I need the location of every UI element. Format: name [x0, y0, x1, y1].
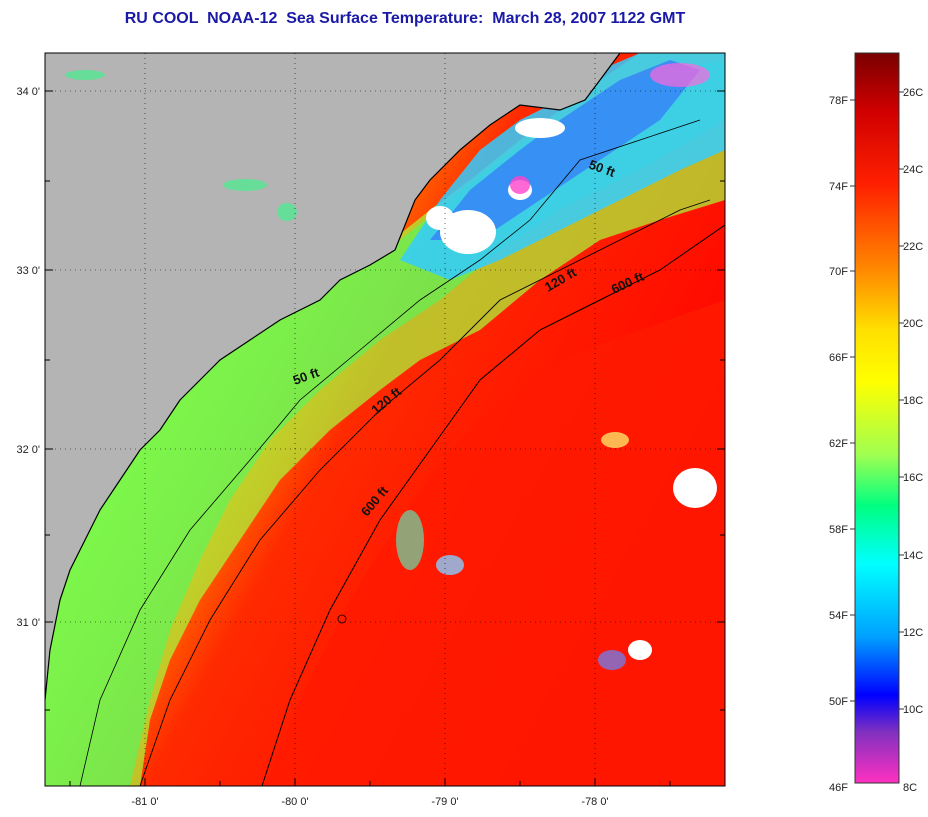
colorbar-c-label: 12C — [903, 627, 923, 639]
colorbar-f-label: 66F — [829, 352, 848, 364]
colorbar-c-label: 18C — [903, 395, 923, 407]
colorbar-f-label: 58F — [829, 524, 848, 536]
colorbar-c-label: 8C — [903, 782, 917, 794]
coastline — [45, 53, 621, 701]
colorbar-c-label: 26C — [903, 87, 923, 99]
colorbar-f-label: 74F — [829, 181, 848, 193]
axis-ticks — [45, 90, 725, 786]
colorbar-c-label: 16C — [903, 472, 923, 484]
lon-label: -79 0' — [431, 796, 458, 808]
lat-label: 34 0' — [16, 86, 40, 98]
cloud-patch — [673, 468, 717, 508]
lon-label: -81 0' — [131, 796, 158, 808]
lake — [277, 203, 297, 221]
colorbar-c-label: 24C — [903, 164, 923, 176]
colorbar-c-label: 10C — [903, 704, 923, 716]
colorbar-f-label: 62F — [829, 438, 848, 450]
colorbar-f-labels: 78F 74F 70F 66F 62F 58F 54F 50F 46F — [829, 95, 848, 794]
lake — [223, 179, 267, 191]
colorbar-c-label: 14C — [903, 550, 923, 562]
contour-120ft — [139, 199, 711, 786]
lon-label: -80 0' — [281, 796, 308, 808]
shelf-water — [45, 53, 725, 786]
cloud-patch — [426, 206, 454, 230]
lake — [65, 70, 105, 80]
colorbar-ticks — [850, 91, 904, 710]
magenta-patch — [650, 63, 710, 87]
colder-water — [430, 60, 700, 240]
eddy — [601, 432, 629, 448]
land-mass — [45, 53, 620, 700]
colorbar-f-label: 78F — [829, 95, 848, 107]
lat-label: 31 0' — [16, 617, 40, 629]
cloud-patch — [628, 640, 652, 660]
colorbar-f-label: 46F — [829, 782, 848, 794]
station-marker — [337, 614, 347, 624]
contour-600ft — [261, 224, 725, 786]
contour-50ft — [79, 119, 701, 786]
map-title: RU COOL NOAA-12 Sea Surface Temperature:… — [124, 10, 686, 27]
lon-label: -78 0' — [581, 796, 608, 808]
eddy — [436, 555, 464, 575]
colorbar-f-label: 70F — [829, 266, 848, 278]
colorbar-c-labels: 26C 24C 22C 20C 18C 16C 14C 12C 10C 8C — [903, 87, 923, 794]
map-frame — [44, 52, 726, 787]
lat-label: 32 0' — [16, 444, 40, 456]
colorbar — [854, 52, 900, 784]
eddy — [396, 510, 424, 570]
lat-label: 33 0' — [16, 265, 40, 277]
eddy — [598, 650, 626, 670]
cloud-patch — [515, 118, 565, 138]
colorbar-f-label: 54F — [829, 610, 848, 622]
colorbar-f-label: 50F — [829, 696, 848, 708]
cloud-patch — [440, 210, 496, 254]
magenta-patch — [510, 176, 530, 194]
colorbar-c-label: 20C — [903, 318, 923, 330]
grid — [45, 53, 725, 786]
colorbar-c-label: 22C — [903, 241, 923, 253]
